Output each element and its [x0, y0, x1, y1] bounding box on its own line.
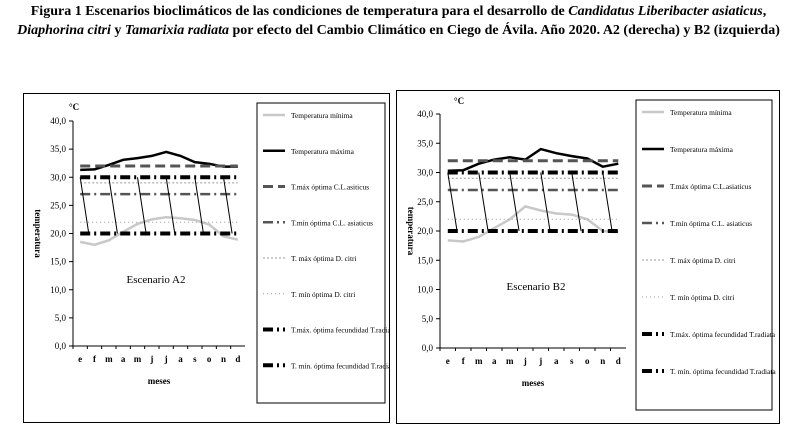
- caption-species-tradiata: Tamarixia radiata: [124, 23, 229, 38]
- x-tick-label: m: [134, 354, 142, 364]
- x-tick-label: d: [235, 354, 240, 364]
- tradiata-connector: [571, 172, 582, 232]
- y-tick-label: 15,0: [417, 255, 433, 265]
- tradiata-connector: [509, 172, 520, 232]
- y-tick-label: 5,0: [55, 313, 67, 323]
- x-axis-title: meses: [148, 376, 171, 386]
- legend-label-6: T. mín óptima D. citri: [291, 290, 355, 299]
- legend-label-3: T.máx óptima C.L.asiaticus: [670, 182, 751, 191]
- scenario-label: Escenario A2: [127, 274, 186, 286]
- tradiata-connector: [108, 177, 118, 234]
- x-tick-label: s: [193, 354, 197, 364]
- unit-label: °C: [454, 96, 464, 106]
- legend-box: [256, 102, 386, 404]
- caption-species-dcitri: Diaphorina citri: [17, 23, 111, 38]
- y-axis-title: temperatura: [33, 209, 43, 258]
- legend-label-2: Temperatura máxima: [670, 145, 734, 154]
- y-tick-label: 0,0: [55, 341, 67, 351]
- y-tick-label: 40,0: [50, 116, 66, 126]
- x-tick-label: j: [164, 354, 168, 364]
- x-tick-label: j: [538, 356, 542, 366]
- x-tick-label: s: [570, 356, 574, 366]
- y-tick-label: 15,0: [50, 257, 66, 267]
- tradiata-connector: [447, 172, 458, 232]
- x-axis-title: meses: [522, 378, 545, 388]
- legend-label-4: T.mín óptima C.L. asiaticus: [291, 218, 373, 227]
- x-tick-label: j: [523, 356, 527, 366]
- legend-label-5: T. máx óptima D. citri: [670, 256, 736, 265]
- y-tick-label: 40,0: [417, 109, 433, 119]
- legend-label-6: T. mín óptima D. citri: [670, 293, 734, 302]
- y-tick-label: 20,0: [417, 226, 433, 236]
- chart-escenario-a2: 0,05,010,015,020,025,030,035,040,0e f m a m j…: [23, 93, 390, 423]
- y-axis-title: temperatura: [406, 207, 416, 256]
- legend-label-4: T.mín óptima C.L. asiaticus: [670, 219, 752, 228]
- series-line-1: [447, 205, 619, 243]
- tradiata-connector: [602, 172, 613, 232]
- scenario-label: Escenario B2: [507, 281, 566, 293]
- y-tick-label: 10,0: [417, 285, 433, 295]
- x-tick-label: m: [475, 356, 483, 366]
- caption-part1: Figura 1 Escenarios bioclimáticos de las…: [30, 4, 569, 19]
- tradiata-connector: [79, 177, 90, 234]
- x-tick-label: f: [93, 354, 97, 364]
- legend-box: [635, 99, 773, 411]
- legend-label-1: Temperatura mínima: [670, 108, 732, 117]
- series-line-1: [79, 215, 239, 247]
- y-tick-label: 20,0: [50, 229, 66, 239]
- caption-sep1: ,: [762, 4, 767, 19]
- x-tick-label: a: [554, 356, 559, 366]
- figure-caption: Figura 1 Escenarios bioclimáticos de las…: [0, 2, 797, 40]
- legend-label-7: T.máx. óptima fecundidad T.radiata: [291, 326, 390, 335]
- y-tick-label: 25,0: [50, 200, 66, 210]
- y-tick-label: 10,0: [50, 285, 66, 295]
- tradiata-connector: [137, 177, 147, 234]
- series-line-2: [80, 150, 238, 172]
- x-tick-label: n: [221, 354, 226, 364]
- tradiata-connector: [223, 177, 233, 234]
- x-tick-label: a: [121, 354, 126, 364]
- legend-label-8: T. mín. óptima fecundidad T.radiata: [291, 361, 390, 370]
- chart-escenario-b2: 0,05,010,015,020,025,030,035,040,0e f m a m j…: [396, 90, 780, 424]
- y-tick-label: 5,0: [422, 314, 434, 324]
- legend-label-3: T.máx óptima C.L.asiticus: [291, 183, 369, 192]
- tradiata-connector: [478, 172, 489, 232]
- legend-label-2: Temperatura máxima: [291, 147, 355, 156]
- y-tick-label: 25,0: [417, 197, 433, 207]
- tradiata-connector: [194, 177, 204, 234]
- y-tick-label: 35,0: [417, 138, 433, 148]
- caption-part2: por efecto del Cambio Climático en Ciego…: [229, 23, 780, 38]
- x-tick-label: f: [462, 356, 466, 366]
- tradiata-connector: [165, 177, 176, 234]
- legend-label-8: T. mín. óptima fecundidad T.radiata: [670, 367, 776, 376]
- x-tick-label: n: [600, 356, 605, 366]
- x-tick-label: m: [506, 356, 514, 366]
- legend-label-1: Temperatura mínima: [291, 111, 353, 120]
- tradiata-connector: [540, 172, 551, 232]
- x-tick-label: o: [585, 356, 590, 366]
- y-tick-label: 30,0: [417, 168, 433, 178]
- y-tick-label: 0,0: [422, 343, 434, 353]
- y-tick-label: 35,0: [50, 144, 66, 154]
- y-tick-label: 30,0: [50, 172, 66, 182]
- legend-label-7: T.máx. óptima fecundidad T.radiata: [670, 330, 776, 339]
- x-tick-label: d: [616, 356, 621, 366]
- legend-label-5: T. máx óptima D. citri: [291, 254, 357, 263]
- x-tick-label: e: [446, 356, 450, 366]
- caption-species-clas: Candidatus Liberibacter asiaticus: [568, 4, 763, 19]
- caption-sep2: y: [110, 23, 125, 38]
- unit-label: °C: [69, 102, 79, 112]
- x-tick-label: a: [178, 354, 183, 364]
- x-tick-label: o: [207, 354, 212, 364]
- x-tick-label: j: [149, 354, 153, 364]
- x-tick-label: m: [105, 354, 113, 364]
- x-tick-label: e: [78, 354, 82, 364]
- x-tick-label: a: [492, 356, 497, 366]
